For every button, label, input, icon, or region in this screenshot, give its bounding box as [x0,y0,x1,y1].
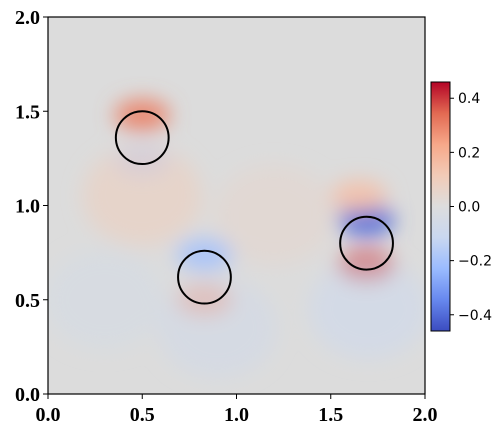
colorbar-axis: 0.4 0.2 0.0 −0.2 −0.4 [450,91,492,324]
field-blob [331,180,388,213]
field-blob [48,249,165,350]
field-blob [82,146,203,247]
y-tick-label: 0.5 [15,290,40,312]
field-blob [176,238,233,271]
x-tick-label: 0.0 [36,404,61,426]
field-blob [157,278,278,379]
colorbar-tick-label: 0.2 [458,145,480,161]
x-tick-label: 1.0 [224,404,249,426]
colorbar-tick-label: 0.4 [458,91,480,107]
field-layer [48,99,425,379]
obstacle-circle [114,110,170,166]
field-blob [114,99,171,132]
y-tick-label: 1.0 [15,196,40,218]
field-blob [338,204,395,237]
x-tick-label: 2.0 [413,404,438,426]
colorbar-tick-label: −0.4 [458,308,492,324]
colorbar-bar [430,81,451,332]
plot-area [47,16,426,395]
colorbar-tick-label: 0.0 [458,200,480,216]
x-tick-label: 1.5 [318,404,343,426]
x-tick-label: 0.5 [130,404,155,426]
x-axis: 0.0 0.5 1.0 1.5 2.0 [36,394,438,426]
y-tick-label: 2.0 [15,7,40,29]
y-tick-label: 1.5 [15,101,40,123]
circle-layer [114,110,394,305]
field-blob [308,259,425,360]
obstacle-circle [177,249,232,305]
y-tick-label: 0.0 [15,384,40,406]
colorbar-tick-label: −0.2 [458,254,492,270]
field-blobs [48,99,425,379]
field-blob [214,164,335,265]
colorbar: 0.4 0.2 0.0 −0.2 −0.4 [430,81,492,332]
obstacle-circle [339,215,394,271]
y-axis: 0.0 0.5 1.0 1.5 2.0 [15,7,48,406]
